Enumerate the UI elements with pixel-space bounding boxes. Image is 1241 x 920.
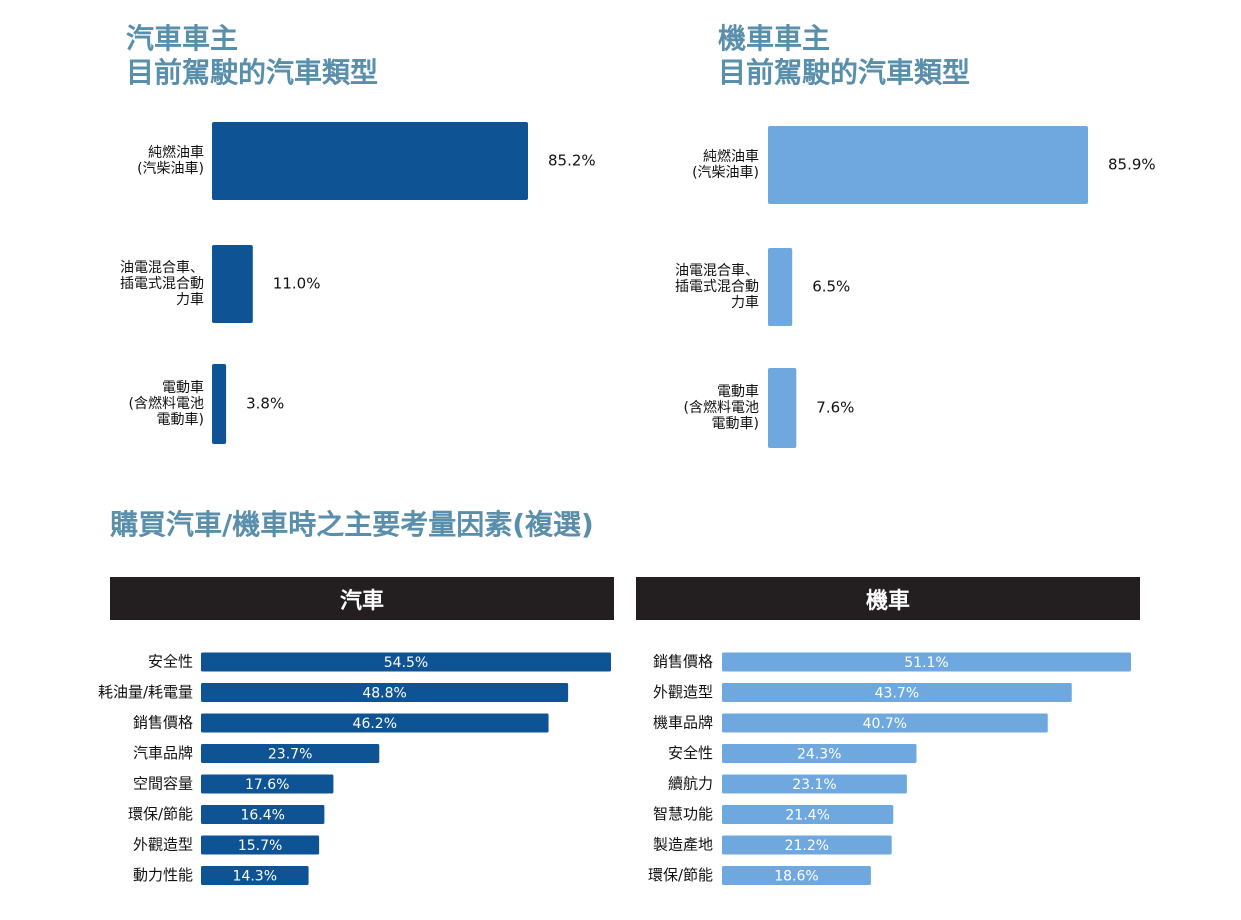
category-label: (汽柴油車) bbox=[692, 164, 759, 181]
factor-value-label: 48.8% bbox=[362, 686, 406, 702]
factor-label: 銷售價格 bbox=[653, 653, 713, 671]
vehicle-type-bar bbox=[768, 126, 1088, 204]
category-label: 插電式混合動 bbox=[675, 279, 759, 295]
factor-label: 動力性能 bbox=[133, 866, 193, 884]
category-label: 電動車 bbox=[717, 383, 759, 400]
category-label: 油電混合車、 bbox=[120, 259, 204, 276]
value-label: 7.6% bbox=[816, 399, 854, 417]
purchase-factors-title: 購買汽車/機車時之主要考量因素(複選) bbox=[110, 508, 594, 541]
factor-value-label: 16.4% bbox=[240, 808, 284, 824]
vehicle-type-bar bbox=[212, 245, 253, 323]
factor-bar bbox=[722, 744, 917, 763]
factor-label: 安全性 bbox=[148, 653, 193, 671]
factor-label: 汽車品牌 bbox=[133, 744, 193, 762]
factor-bar bbox=[201, 835, 320, 855]
value-label: 11.0% bbox=[273, 275, 321, 293]
factor-value-label: 40.7% bbox=[863, 716, 907, 732]
factor-bar bbox=[201, 866, 309, 885]
factor-value-label: 23.1% bbox=[792, 777, 836, 793]
factor-bar bbox=[201, 774, 334, 794]
factor-value-label: 23.7% bbox=[268, 747, 312, 763]
factor-label: 安全性 bbox=[668, 744, 713, 762]
factor-bar bbox=[722, 805, 894, 824]
category-label: 電動車) bbox=[712, 415, 759, 432]
factor-value-label: 43.7% bbox=[875, 686, 919, 702]
factor-bar bbox=[722, 713, 1048, 733]
value-label: 85.2% bbox=[548, 152, 596, 170]
factor-label: 外觀造型 bbox=[133, 836, 193, 854]
vehicle-type-bar bbox=[768, 248, 793, 326]
category-label: 電動車 bbox=[162, 379, 204, 396]
factor-bar bbox=[722, 774, 907, 794]
factor-label: 續航力 bbox=[668, 775, 713, 793]
factor-bar bbox=[722, 683, 1072, 702]
factor-label: 製造產地 bbox=[653, 836, 713, 854]
factor-value-label: 24.3% bbox=[797, 747, 841, 763]
factor-label: 耗油量/耗電量 bbox=[98, 683, 193, 701]
value-label: 3.8% bbox=[246, 395, 284, 413]
category-label: (含燃料電池 bbox=[129, 395, 204, 412]
factor-bar bbox=[722, 835, 892, 855]
factor-bar bbox=[722, 652, 1131, 672]
vehicle-type-bar bbox=[212, 364, 227, 444]
category-label: (汽柴油車) bbox=[137, 160, 204, 177]
category-label: 電動車) bbox=[157, 411, 204, 428]
category-label: 插電式混合動 bbox=[120, 276, 204, 292]
factor-label: 外觀造型 bbox=[653, 683, 713, 701]
factor-value-label: 21.2% bbox=[785, 838, 829, 854]
factor-value-label: 21.4% bbox=[785, 808, 829, 824]
scooter-owner-chart-title: 機車車主 目前駕駛的汽車類型 bbox=[718, 22, 971, 89]
value-label: 6.5% bbox=[812, 278, 850, 296]
vehicle-type-bar bbox=[212, 122, 528, 200]
category-label: 力車 bbox=[176, 291, 204, 308]
vehicle-type-bar bbox=[768, 368, 797, 448]
scooter-factors-header: 機車 bbox=[636, 577, 1140, 620]
factor-label: 空間容量 bbox=[133, 775, 193, 793]
car-owner-chart-title: 汽車車主 目前駕駛的汽車類型 bbox=[126, 22, 379, 89]
factor-bar bbox=[201, 652, 611, 672]
factor-value-label: 14.3% bbox=[233, 869, 277, 885]
category-label: 純燃油車 bbox=[703, 148, 759, 165]
factor-value-label: 15.7% bbox=[238, 838, 282, 854]
factor-label: 環保/節能 bbox=[648, 866, 713, 884]
category-label: 力車 bbox=[731, 294, 759, 311]
factor-value-label: 54.5% bbox=[384, 655, 428, 671]
category-label: 純燃油車 bbox=[148, 144, 204, 161]
factor-label: 機車品牌 bbox=[653, 714, 713, 732]
factor-value-label: 46.2% bbox=[353, 716, 397, 732]
value-label: 85.9% bbox=[1108, 156, 1156, 174]
category-label: 油電混合車、 bbox=[675, 262, 759, 279]
factor-bar bbox=[201, 683, 569, 702]
factor-bar bbox=[201, 713, 549, 733]
car-factors-header: 汽車 bbox=[110, 577, 614, 620]
factor-bar bbox=[201, 805, 325, 824]
factor-label: 銷售價格 bbox=[133, 714, 193, 732]
factor-bar bbox=[722, 866, 871, 885]
factor-label: 智慧功能 bbox=[653, 805, 713, 823]
factor-label: 環保/節能 bbox=[128, 805, 193, 823]
factor-value-label: 18.6% bbox=[774, 869, 818, 885]
factor-bar bbox=[201, 744, 380, 763]
factor-value-label: 51.1% bbox=[904, 655, 948, 671]
factor-value-label: 17.6% bbox=[245, 777, 289, 793]
category-label: (含燃料電池 bbox=[684, 399, 759, 416]
